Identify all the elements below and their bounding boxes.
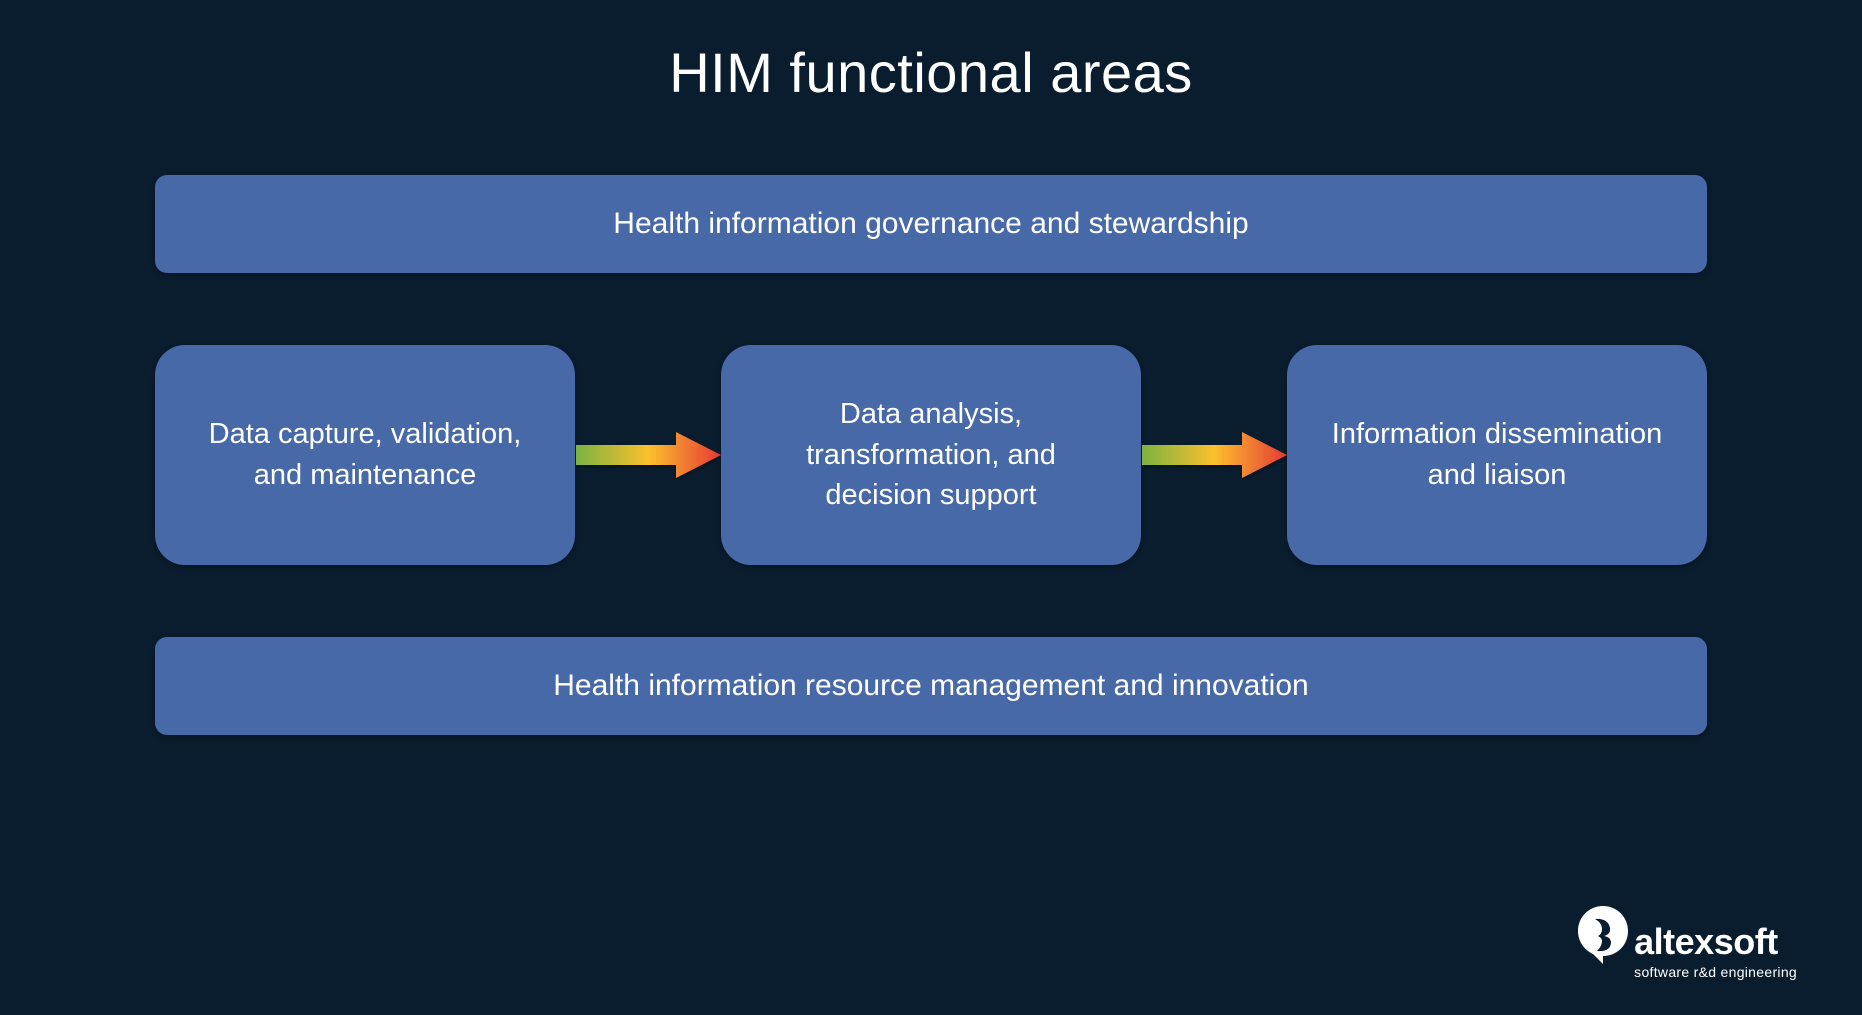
box-label: Data analysis, transformation, and decis… xyxy=(756,394,1106,516)
diagram-container: HIM functional areas Health information … xyxy=(0,0,1862,1015)
altexsoft-icon xyxy=(1578,906,1628,964)
logo-text: altexsoft xyxy=(1634,924,1778,960)
bottom-bar-label: Health information resource management a… xyxy=(553,669,1308,703)
box-data-capture: Data capture, validation, and maintenanc… xyxy=(155,345,575,565)
middle-row: Data capture, validation, and maintenanc… xyxy=(155,345,1707,565)
top-bar-governance: Health information governance and stewar… xyxy=(155,175,1707,273)
box-information-dissemination: Information dissemination and liaison xyxy=(1287,345,1707,565)
logo-tagline: software r&d engineering xyxy=(1634,964,1797,980)
diagram-title: HIM functional areas xyxy=(669,40,1193,105)
brand-logo: altexsoft software r&d engineering xyxy=(1578,906,1797,980)
bottom-bar-resource-management: Health information resource management a… xyxy=(155,637,1707,735)
arrow-icon xyxy=(576,430,721,480)
logo-row: altexsoft xyxy=(1578,906,1778,960)
box-data-analysis: Data analysis, transformation, and decis… xyxy=(721,345,1141,565)
box-label: Data capture, validation, and maintenanc… xyxy=(190,414,540,495)
box-label: Information dissemination and liaison xyxy=(1322,414,1672,495)
top-bar-label: Health information governance and stewar… xyxy=(613,207,1248,241)
arrow-icon xyxy=(1142,430,1287,480)
